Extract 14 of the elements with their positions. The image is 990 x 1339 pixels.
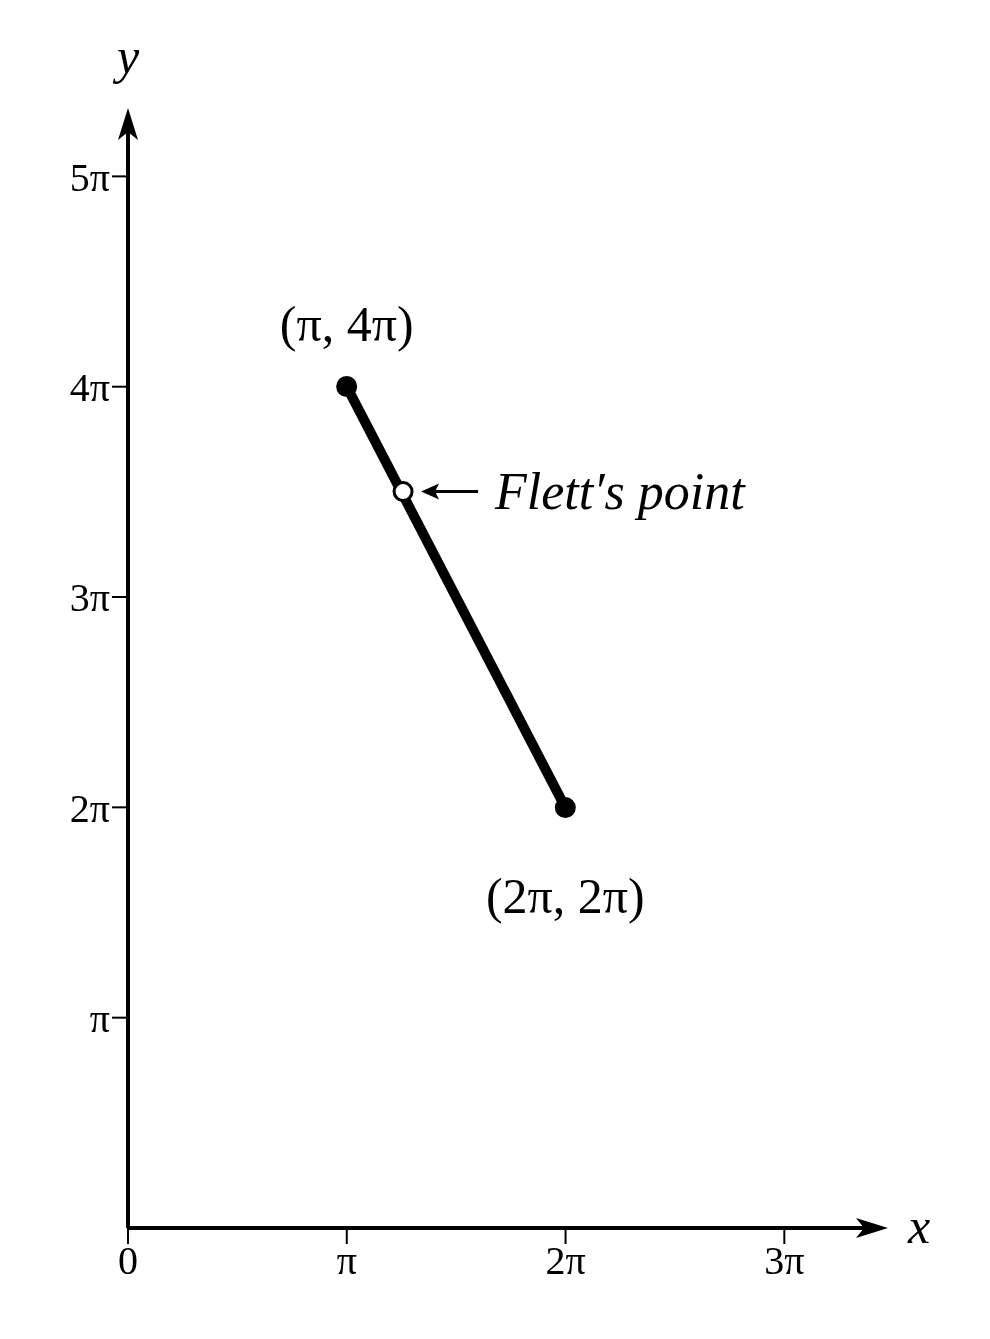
y-tick-label: 3π [69,575,110,621]
y-tick-label: 4π [69,364,110,410]
annotation: (2π, 2π) [485,867,645,924]
y-axis-title: y [111,28,140,84]
y-tick-label: 5π [69,154,110,200]
x-tick-label: π [336,1238,357,1284]
x-tick-label: 3π [764,1238,805,1284]
y-tick-label: π [89,995,110,1041]
annotation: (π, 4π) [279,296,414,353]
x-tick-label: 0 [118,1238,138,1284]
annotation: Flett′s point [494,462,747,520]
x-axis-title: x [907,1198,931,1254]
y-tick-label: 2π [69,785,110,831]
x-tick-label: 2π [545,1238,586,1284]
